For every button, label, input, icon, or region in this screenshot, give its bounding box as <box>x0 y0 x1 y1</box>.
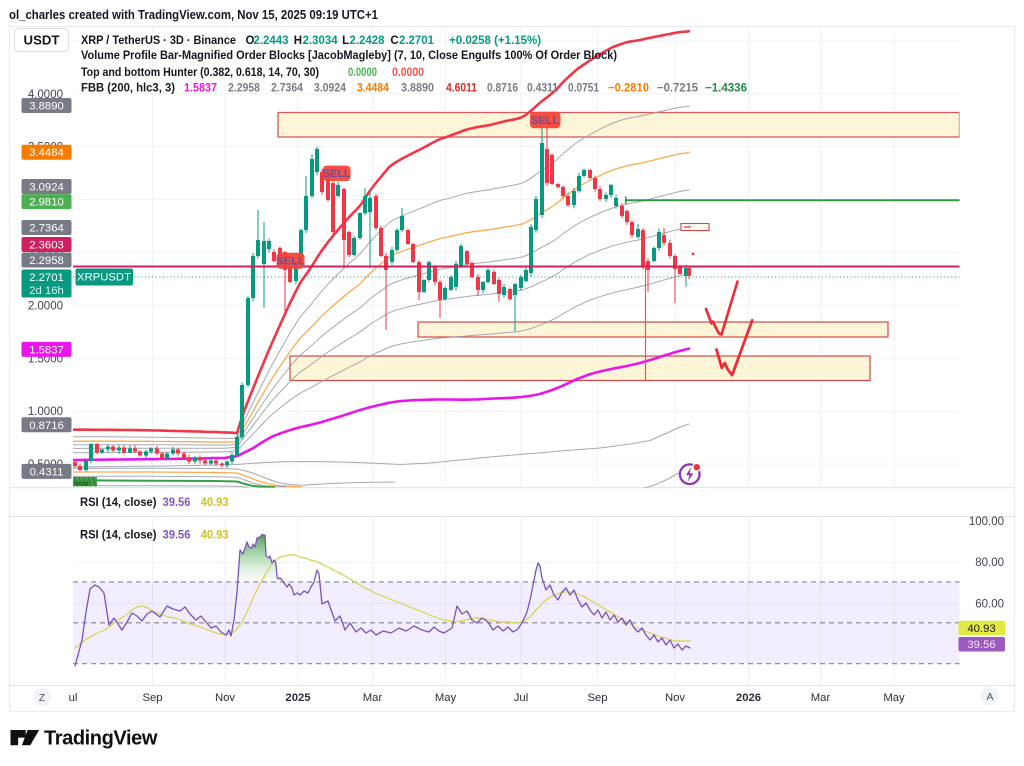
svg-text:3.8890: 3.8890 <box>401 83 434 95</box>
svg-text:3.0924: 3.0924 <box>29 182 64 194</box>
svg-text:May: May <box>435 692 457 704</box>
svg-text:1.5837: 1.5837 <box>184 83 217 95</box>
svg-text:0.0000: 0.0000 <box>392 67 424 79</box>
svg-text:SELL: SELL <box>323 168 351 180</box>
svg-text:XRP / TetherUS · 3D · Binance: XRP / TetherUS · 3D · Binance <box>81 35 236 47</box>
svg-text:2.3603: 2.3603 <box>29 240 64 252</box>
svg-text:3.0924: 3.0924 <box>314 83 347 95</box>
svg-text:3.8890: 3.8890 <box>29 101 64 113</box>
svg-text:C: C <box>390 35 398 47</box>
svg-text:2.9810: 2.9810 <box>29 197 64 209</box>
svg-text:2d 16h: 2d 16h <box>29 285 64 297</box>
svg-text:0.0751: 0.0751 <box>568 83 600 95</box>
svg-text:ol_charles created with Tradin: ol_charles created with TradingView.com,… <box>9 7 378 22</box>
svg-text:Volume Profile Bar-Magnified O: Volume Profile Bar-Magnified Order Block… <box>81 50 617 62</box>
svg-text:100.00: 100.00 <box>969 516 1004 528</box>
svg-text:−0.7215: −0.7215 <box>657 83 699 95</box>
svg-text:40.93: 40.93 <box>967 623 995 635</box>
svg-text:RSI (14, close): RSI (14, close) <box>80 495 157 509</box>
svg-text:SELL: SELL <box>276 256 304 268</box>
svg-text:Z: Z <box>39 692 46 704</box>
svg-text:Nov: Nov <box>665 692 685 704</box>
svg-text:2.2701: 2.2701 <box>29 272 64 284</box>
svg-text:Jul: Jul <box>514 692 528 704</box>
svg-text:1.5837: 1.5837 <box>29 344 64 356</box>
svg-text:2025: 2025 <box>285 692 310 704</box>
svg-text:Sep: Sep <box>587 692 607 704</box>
svg-text:0.4311: 0.4311 <box>527 83 559 95</box>
svg-text:4.0000: 4.0000 <box>28 89 63 101</box>
svg-text:Mar: Mar <box>811 692 831 704</box>
svg-text:H: H <box>294 35 302 47</box>
svg-text:−1.4336: −1.4336 <box>705 83 747 95</box>
svg-text:3.4484: 3.4484 <box>357 83 390 95</box>
svg-text:39.56: 39.56 <box>163 528 191 542</box>
svg-text:39.56: 39.56 <box>163 495 191 509</box>
svg-text:40.93: 40.93 <box>201 528 229 542</box>
svg-text:2.2443: 2.2443 <box>254 35 289 47</box>
svg-text:Mar: Mar <box>363 692 383 704</box>
svg-text:2.3034: 2.3034 <box>303 35 339 47</box>
svg-text:TradingView: TradingView <box>44 728 158 750</box>
svg-text:FBB (200, hlc3, 3): FBB (200, hlc3, 3) <box>81 83 175 95</box>
svg-text:L: L <box>342 35 349 47</box>
svg-text:1.0000: 1.0000 <box>28 406 63 418</box>
svg-text:NUM: NUM <box>74 481 89 488</box>
svg-text:2.2701: 2.2701 <box>399 35 435 47</box>
svg-text:+0.0258 (+1.15%): +0.0258 (+1.15%) <box>449 35 541 47</box>
svg-text:XRPUSDT: XRPUSDT <box>77 272 131 284</box>
svg-text:SELL: SELL <box>531 115 559 127</box>
svg-text:2026: 2026 <box>736 692 761 704</box>
svg-text:O: O <box>246 35 255 47</box>
svg-text:40.93: 40.93 <box>201 495 229 509</box>
svg-text:60.00: 60.00 <box>975 599 1004 611</box>
svg-text:80.00: 80.00 <box>975 557 1004 569</box>
svg-text:0.4311: 0.4311 <box>30 466 64 478</box>
svg-text:Sep: Sep <box>142 692 162 704</box>
svg-text:0.8716: 0.8716 <box>29 420 64 432</box>
svg-text:0.0000: 0.0000 <box>348 67 377 79</box>
svg-text:May: May <box>883 692 905 704</box>
svg-text:2.0000: 2.0000 <box>28 300 63 312</box>
svg-text:2.7364: 2.7364 <box>29 223 64 235</box>
svg-text:3.4484: 3.4484 <box>29 147 64 159</box>
svg-text:USDT: USDT <box>24 33 60 48</box>
svg-text:39.56: 39.56 <box>967 639 995 651</box>
svg-text:Top and bottom Hunter (0.382,: Top and bottom Hunter (0.382, 0.618, 14,… <box>81 67 319 79</box>
svg-text:2.2428: 2.2428 <box>350 35 386 47</box>
svg-text:4.6011: 4.6011 <box>446 83 478 95</box>
svg-text:RSI (14, close): RSI (14, close) <box>80 528 157 542</box>
svg-text:−0.2810: −0.2810 <box>608 83 649 95</box>
svg-text:Nov: Nov <box>215 692 235 704</box>
svg-text:2.7364: 2.7364 <box>271 83 304 95</box>
svg-text:ul: ul <box>69 692 78 704</box>
svg-text:0.8716: 0.8716 <box>487 83 518 95</box>
svg-text:2.2958: 2.2958 <box>228 83 261 95</box>
svg-text:A: A <box>986 691 993 703</box>
svg-text:2.2958: 2.2958 <box>29 255 64 267</box>
